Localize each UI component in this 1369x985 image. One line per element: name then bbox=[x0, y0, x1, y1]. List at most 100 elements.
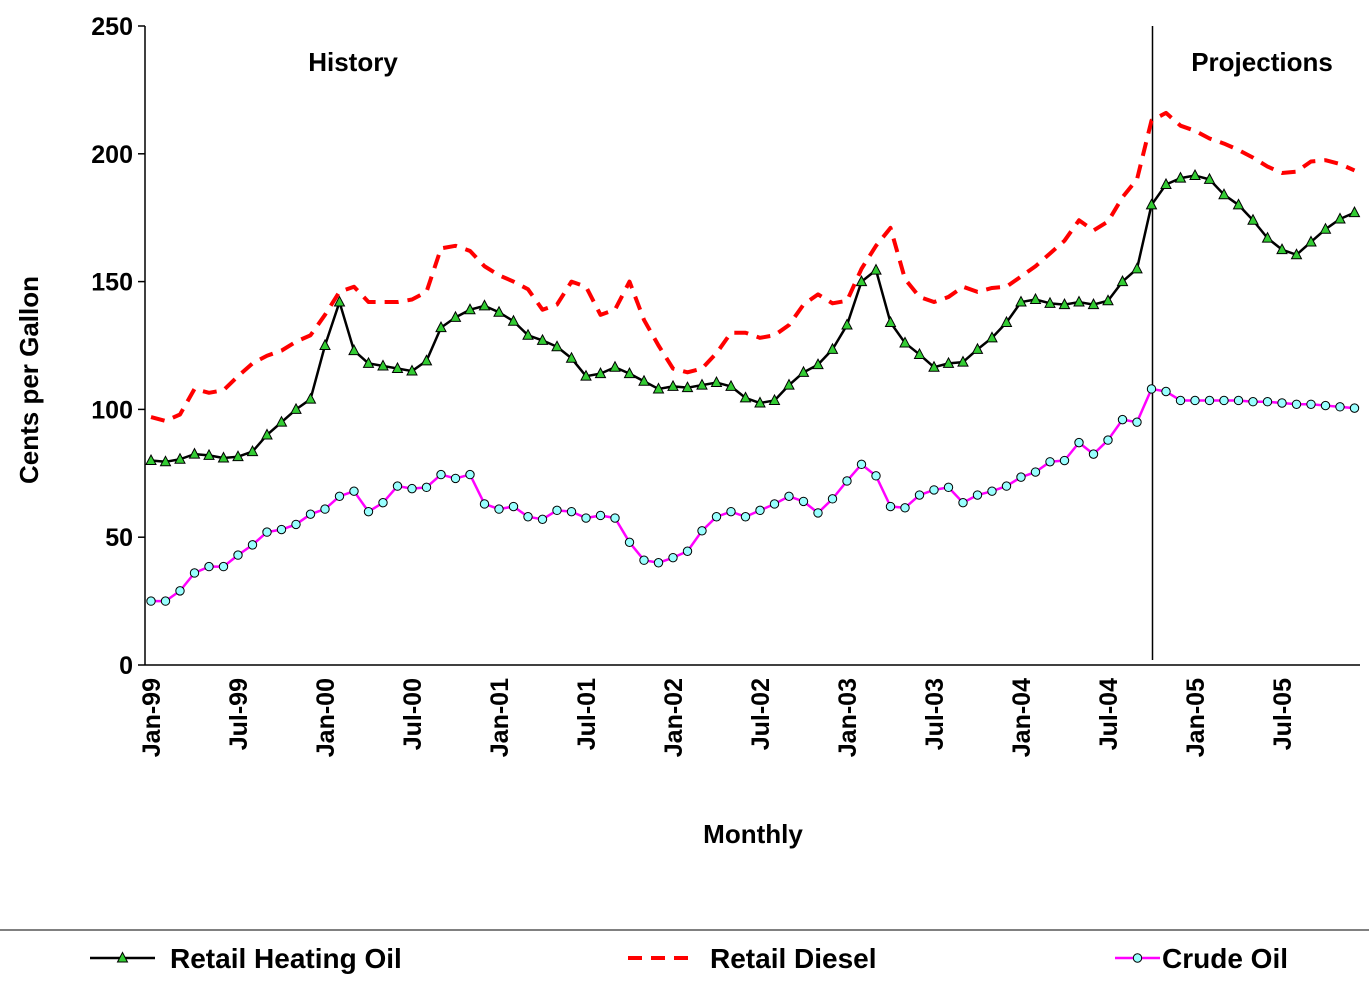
x-tick-label: Jan-03 bbox=[834, 678, 862, 757]
point bbox=[1233, 395, 1244, 406]
point bbox=[1261, 231, 1274, 243]
point bbox=[494, 504, 504, 514]
legend-label: Retail Heating Oil bbox=[170, 943, 402, 974]
point bbox=[291, 519, 301, 530]
x-tick-label: Jul-03 bbox=[921, 678, 949, 750]
x-tick-label: Jan-00 bbox=[312, 678, 340, 757]
point bbox=[913, 347, 926, 359]
point bbox=[958, 497, 968, 508]
point bbox=[1349, 403, 1360, 413]
point bbox=[856, 459, 867, 470]
point bbox=[565, 351, 578, 363]
point bbox=[581, 513, 591, 523]
point bbox=[378, 497, 388, 508]
x-tick-label: Jan-01 bbox=[486, 678, 514, 757]
point bbox=[652, 382, 665, 394]
point bbox=[739, 391, 752, 403]
x-tick-label: Jul-05 bbox=[1269, 678, 1297, 750]
point bbox=[1218, 188, 1230, 200]
y-tick-label: 250 bbox=[91, 13, 133, 41]
point bbox=[813, 508, 823, 518]
point bbox=[233, 550, 243, 560]
legend-label: Crude Oil bbox=[1162, 943, 1288, 974]
point bbox=[1000, 315, 1013, 327]
x-tick-label: Jan-05 bbox=[1182, 678, 1210, 757]
point bbox=[1146, 384, 1157, 394]
point bbox=[928, 360, 940, 372]
point bbox=[1204, 395, 1215, 406]
point bbox=[784, 491, 794, 502]
point bbox=[797, 365, 810, 377]
point bbox=[1190, 395, 1200, 406]
point bbox=[768, 393, 781, 405]
legend-marker bbox=[1132, 953, 1143, 963]
point bbox=[667, 379, 679, 391]
point bbox=[319, 338, 331, 350]
point bbox=[392, 481, 403, 491]
point bbox=[1291, 399, 1302, 409]
point bbox=[755, 505, 765, 516]
point bbox=[449, 310, 462, 322]
y-axis-label: Cents per Gallon bbox=[14, 276, 44, 484]
point bbox=[942, 356, 955, 368]
x-tick-label: Jul-99 bbox=[225, 678, 253, 750]
point bbox=[638, 374, 650, 386]
point bbox=[391, 361, 404, 374]
point bbox=[1116, 275, 1129, 287]
point bbox=[1102, 294, 1114, 306]
point bbox=[174, 452, 186, 464]
point bbox=[769, 499, 780, 509]
point bbox=[175, 586, 185, 596]
point bbox=[290, 402, 302, 414]
y-tick-label: 100 bbox=[91, 396, 133, 424]
point bbox=[276, 524, 287, 535]
point bbox=[406, 364, 418, 376]
point bbox=[987, 486, 997, 496]
point bbox=[145, 453, 157, 466]
point bbox=[160, 596, 171, 606]
point bbox=[1248, 397, 1258, 407]
point bbox=[1189, 168, 1201, 181]
point bbox=[204, 561, 214, 572]
annotation: Projections bbox=[1191, 47, 1333, 77]
point bbox=[349, 486, 359, 496]
point bbox=[218, 561, 229, 572]
point bbox=[262, 527, 272, 537]
point bbox=[929, 485, 939, 495]
point bbox=[1335, 402, 1345, 412]
point bbox=[1103, 435, 1113, 445]
point bbox=[624, 537, 635, 548]
point bbox=[1161, 386, 1171, 397]
point bbox=[217, 451, 230, 463]
point bbox=[1088, 449, 1099, 459]
point bbox=[754, 396, 766, 408]
point bbox=[522, 328, 534, 340]
point bbox=[189, 568, 200, 578]
point bbox=[407, 483, 417, 494]
series-line bbox=[150, 110, 1356, 423]
point bbox=[957, 355, 969, 367]
point bbox=[1306, 399, 1316, 409]
point bbox=[1305, 235, 1317, 247]
point bbox=[261, 428, 273, 440]
point bbox=[203, 448, 215, 460]
point bbox=[1276, 243, 1288, 255]
point bbox=[826, 342, 839, 354]
point bbox=[885, 501, 896, 512]
legend-label: Retail Diesel bbox=[710, 943, 877, 974]
point bbox=[783, 378, 795, 390]
point bbox=[188, 447, 201, 459]
point bbox=[246, 445, 259, 457]
point bbox=[450, 473, 461, 484]
point bbox=[711, 512, 722, 522]
point bbox=[551, 340, 563, 352]
point bbox=[855, 275, 868, 287]
point bbox=[1132, 417, 1142, 427]
point bbox=[159, 455, 172, 467]
point bbox=[1001, 481, 1012, 491]
y-tick-label: 200 bbox=[91, 141, 133, 169]
point bbox=[697, 526, 707, 536]
point bbox=[870, 263, 882, 275]
point bbox=[552, 505, 562, 516]
